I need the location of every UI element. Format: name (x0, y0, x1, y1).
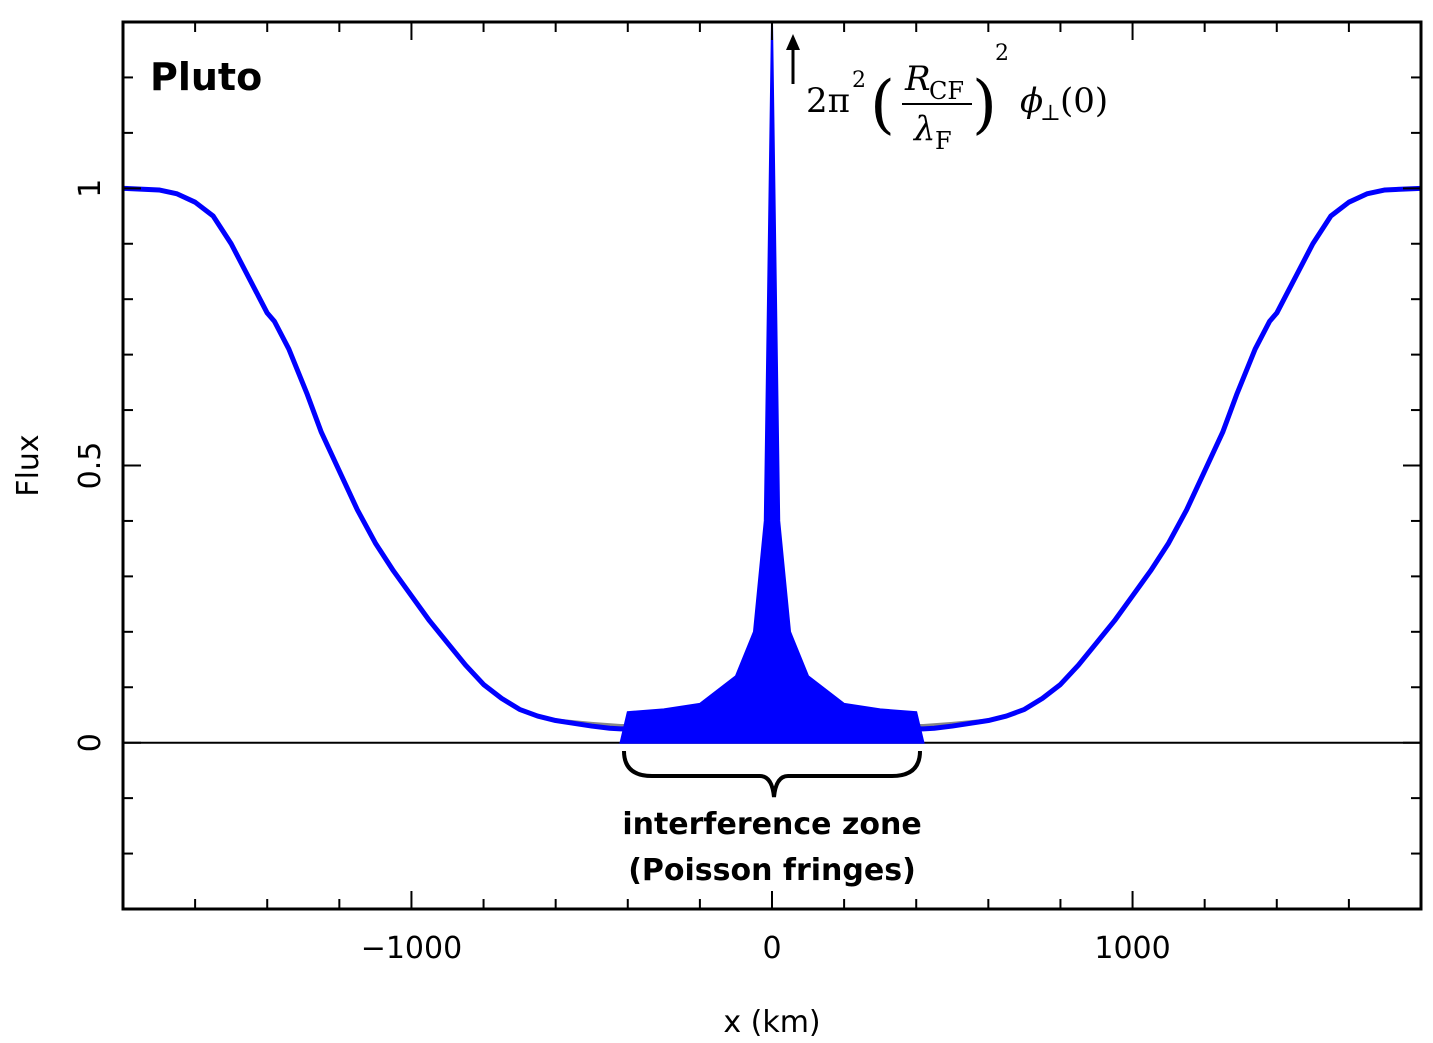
y-tick-label: 0.5 (73, 442, 108, 490)
x-tick-label: −1000 (361, 931, 462, 966)
plot-area (123, 22, 1421, 744)
svg-text:⊥: ⊥ (1040, 101, 1061, 126)
left-paren: ( (870, 68, 895, 142)
interference-zone-brace (622, 750, 922, 798)
y-tick-label: 0 (73, 733, 108, 752)
x-axis-title: x (km) (723, 1005, 820, 1040)
y-axis-title: Flux (11, 434, 46, 496)
right-paren: ) (972, 68, 997, 142)
svg-text:ϕ: ϕ (1020, 81, 1043, 121)
x-tick-label: 0 (762, 931, 781, 966)
y-tick-label: 1 (73, 179, 108, 198)
axes: −1000 0 1000 0 0.5 1 x (km) Flux (11, 20, 1423, 1040)
svg-text:(0): (0) (1060, 81, 1108, 121)
svg-text:R: R (904, 59, 931, 99)
svg-text:2: 2 (852, 68, 866, 93)
series-fringe-envelope (619, 22, 925, 744)
peak-formula: 2π 2 ( R CF λ F ) 2 ϕ ⊥ (0) (806, 41, 1108, 155)
zone-label-line1: interference zone (622, 807, 921, 842)
peak-arrow (786, 34, 800, 84)
svg-text:2: 2 (995, 41, 1009, 66)
svg-text:CF: CF (929, 77, 964, 105)
svg-text:F: F (935, 127, 952, 155)
body-label: Pluto (150, 55, 262, 99)
zone-label-line2: (Poisson fringes) (628, 853, 916, 888)
svg-text:λ: λ (912, 109, 936, 149)
svg-text:2π: 2π (806, 81, 850, 121)
x-tick-label: 1000 (1094, 931, 1170, 966)
